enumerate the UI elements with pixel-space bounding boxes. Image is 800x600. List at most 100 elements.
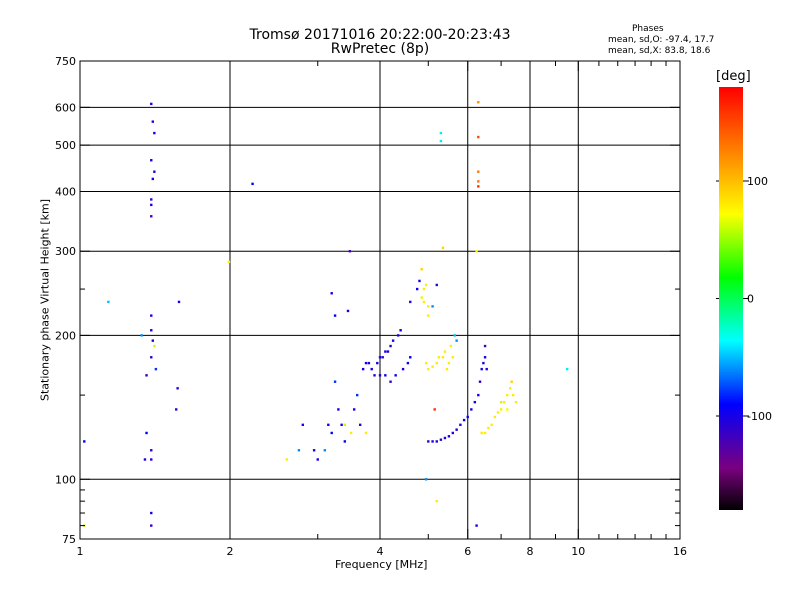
data-point [301,423,305,427]
data-point [297,449,301,452]
data-point [361,367,365,371]
phase-stats-x-mode: mean, sd,X: 83.8, 18.6 [608,46,711,56]
data-point [348,250,352,253]
data-point [475,250,478,253]
data-point [140,334,143,337]
x-tick-label: 16 [673,545,687,558]
data-point [153,170,156,173]
data-point [316,458,319,461]
data-point [327,423,330,427]
data-point [150,314,153,317]
data-point [435,499,438,503]
data-point [490,423,493,427]
data-point [483,344,487,348]
data-point [420,268,423,271]
data-point [346,309,350,313]
data-point [150,458,153,461]
data-point [441,246,445,249]
data-point [107,300,110,304]
data-point [475,524,478,527]
data-point [496,411,500,414]
data-point [483,356,487,359]
data-point [485,367,488,371]
x-tick-labels: 1 2 4 6 8 10 16 [77,545,688,558]
phase-stats-heading: Phases [632,24,664,34]
colorbar-unit-label: [deg] [716,69,751,84]
data-point [480,367,483,371]
data-point [401,367,405,371]
data-point [431,365,434,368]
data-point [364,431,368,435]
data-point [409,356,412,359]
data-point [384,374,387,377]
axis-ticks [79,60,681,540]
data-point [483,431,487,435]
colorbar-tick-label: 100 [747,175,768,188]
data-points [83,100,569,527]
data-point [455,428,458,431]
data-point [439,131,443,135]
data-point [337,408,340,411]
data-point [473,400,477,404]
data-point [427,367,430,371]
data-point [420,296,423,299]
data-point [355,393,359,397]
data-point [505,393,509,397]
data-point [145,374,148,377]
data-point [462,418,466,422]
data-point [150,329,153,332]
data-point [443,436,447,440]
data-point [150,215,153,218]
chart-subtitle: RwPretec (8p) [330,41,430,57]
data-point [418,279,421,283]
data-point [565,367,569,371]
data-point [447,361,451,365]
data-point [251,182,254,186]
data-point [424,478,428,481]
data-point [352,408,356,411]
colorbar-ticks: 100 0 -100 [716,175,772,423]
data-point [470,408,473,411]
data-point [153,344,156,348]
data-point [478,380,482,383]
x-tick-label: 6 [464,545,471,558]
data-point [83,440,86,443]
data-point [378,374,382,377]
data-point [427,314,430,317]
data-point [415,287,419,291]
data-point [151,339,155,342]
data-point [477,170,480,173]
data-point [323,449,327,452]
data-point [145,431,148,435]
data-point [396,334,400,337]
data-point [364,361,368,365]
data-point [482,361,485,365]
data-point [358,423,362,427]
data-point [437,356,441,359]
y-tick-label: 100 [55,473,76,486]
colorbar-tick-label: 0 [747,293,754,306]
data-point [511,393,515,397]
data-point [343,423,347,427]
data-point [499,400,503,404]
data-point [227,260,231,264]
data-point [477,180,480,183]
data-point [477,185,480,188]
data-point [477,135,480,139]
data-point [427,305,430,308]
x-tick-label: 2 [227,545,234,558]
data-point [447,435,451,438]
data-point [439,438,443,441]
data-point [466,415,469,419]
y-tick-label: 200 [55,329,76,342]
data-point [349,431,353,435]
data-point [499,408,503,411]
data-point [435,361,438,365]
data-point [514,400,518,404]
data-point [381,356,384,359]
data-point [370,367,373,371]
data-point [389,380,392,383]
data-point [445,367,449,371]
y-tick-labels: 75 100 200 300 400 500 600 750 [55,55,76,546]
data-point [480,431,483,435]
